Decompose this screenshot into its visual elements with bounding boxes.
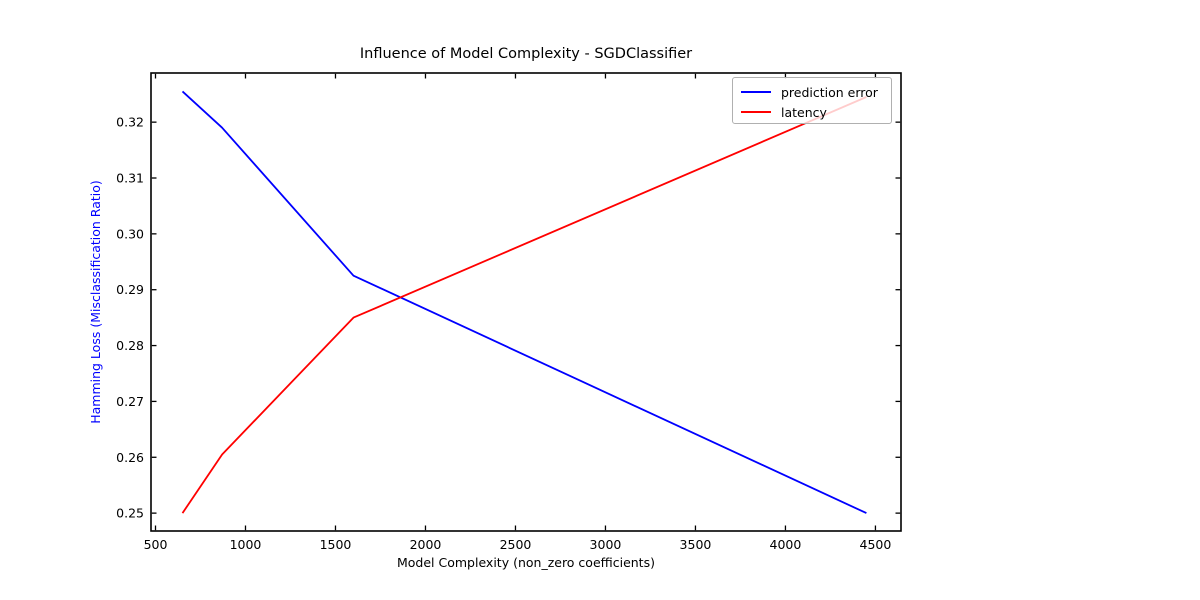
legend-label: latency bbox=[781, 104, 827, 120]
y-tick-label: 0.29 bbox=[116, 282, 144, 297]
legend: prediction error latency bbox=[732, 77, 892, 124]
chart-title: Influence of Model Complexity - SGDClass… bbox=[359, 46, 693, 62]
x-tick-label: 2000 bbox=[410, 537, 442, 552]
legend-line-sample bbox=[741, 111, 771, 113]
y-tick-label: 0.28 bbox=[116, 338, 144, 353]
axes-spines bbox=[150, 72, 902, 532]
x-tick-label: 500 bbox=[144, 537, 168, 552]
x-tick-label: 4500 bbox=[860, 537, 892, 552]
x-tick-label: 1000 bbox=[230, 537, 262, 552]
x-axis-label: Model Complexity (non_zero coefficients) bbox=[397, 555, 655, 570]
y-tick-label: 0.31 bbox=[116, 171, 144, 186]
series-line-latency bbox=[181, 96, 867, 514]
x-tick-label: 3500 bbox=[680, 537, 712, 552]
y-axis-label: Hamming Loss (Misclassification Ratio) bbox=[88, 180, 103, 424]
y-tick-label: 0.26 bbox=[116, 450, 144, 465]
x-tick-label: 4000 bbox=[770, 537, 802, 552]
y-tick-label: 0.25 bbox=[116, 506, 144, 521]
legend-label: prediction error bbox=[781, 84, 878, 100]
x-tick-label: 2500 bbox=[500, 537, 532, 552]
legend-entry-latency: latency bbox=[741, 102, 891, 122]
series-line-prediction-error bbox=[181, 90, 867, 514]
y-tick-label: 0.27 bbox=[116, 394, 144, 409]
legend-entry-prediction-error: prediction error bbox=[741, 82, 891, 102]
x-tick-label: 3000 bbox=[590, 537, 622, 552]
y-tick-label: 0.30 bbox=[116, 226, 144, 241]
y-tick-label: 0.32 bbox=[116, 115, 144, 130]
x-tick-label: 1500 bbox=[320, 537, 352, 552]
legend-line-sample bbox=[741, 91, 771, 93]
